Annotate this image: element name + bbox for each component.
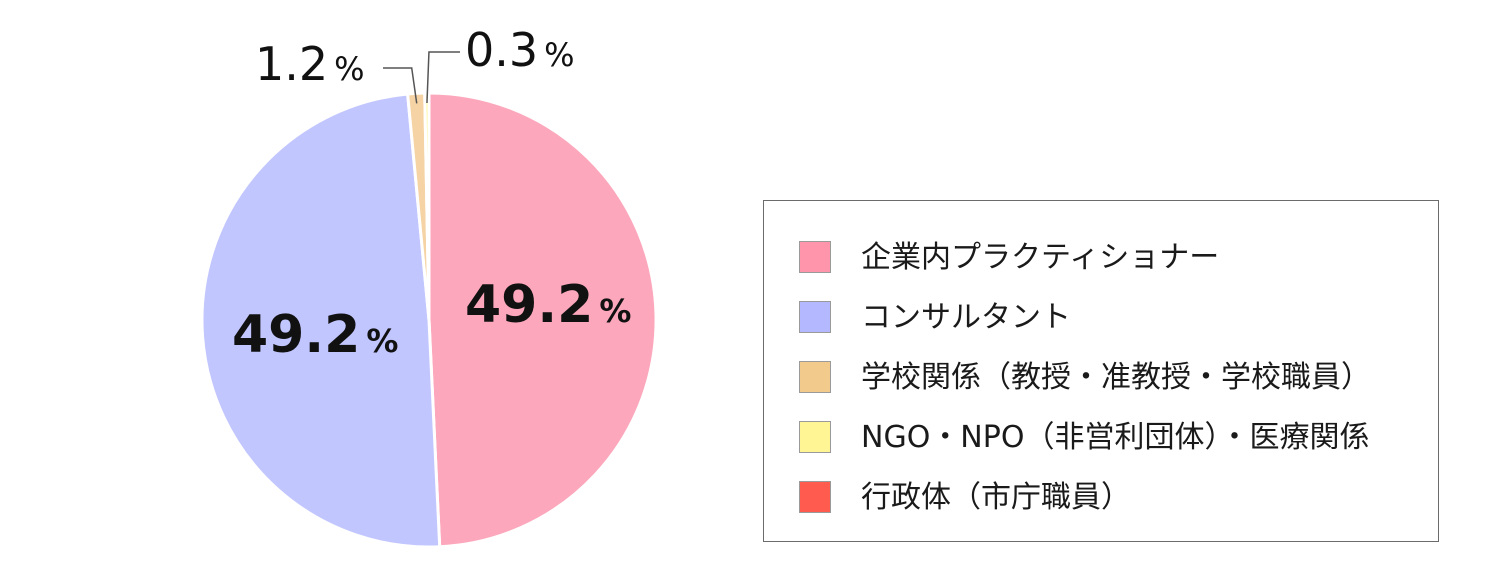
- pie-slice-consultant: [200, 92, 442, 549]
- legend-label: NGO・NPO（非営利団体）・医療関係: [861, 420, 1370, 455]
- pie-slice-practitioner: [427, 91, 658, 549]
- legend-label: 行政体（市庁職員）: [861, 480, 1131, 515]
- legend-item-government: 行政体（市庁職員）: [764, 478, 1438, 518]
- legend-item-practitioner: 企業内プラクティショナー: [764, 238, 1438, 278]
- legend-swatch: [799, 421, 831, 453]
- legend-item-consultant: コンサルタント: [764, 298, 1438, 338]
- legend-swatch: [799, 361, 831, 393]
- pie-slices: [200, 91, 658, 549]
- legend: 企業内プラクティショナー コンサルタント 学校関係（教授・准教授・学校職員） N…: [763, 200, 1439, 542]
- legend-label: コンサルタント: [861, 300, 1071, 335]
- legend-label: 企業内プラクティショナー: [861, 240, 1220, 275]
- legend-item-school: 学校関係（教授・准教授・学校職員）: [764, 358, 1438, 398]
- data-label-school: 1.2%: [255, 37, 365, 91]
- legend-swatch: [799, 241, 831, 273]
- data-label-practitioner: 49.2%: [465, 275, 631, 335]
- legend-label: 学校関係（教授・准教授・学校職員）: [861, 360, 1371, 395]
- legend-item-ngo: NGO・NPO（非営利団体）・医療関係: [764, 418, 1438, 458]
- legend-swatch: [799, 481, 831, 513]
- data-label-ngo: 0.3%: [465, 23, 575, 77]
- leader-line-school: [383, 67, 418, 104]
- leader-line-ngo: [426, 51, 460, 104]
- legend-swatch: [799, 301, 831, 333]
- data-label-consultant: 49.2%: [232, 305, 398, 365]
- leader-lines: [383, 51, 460, 104]
